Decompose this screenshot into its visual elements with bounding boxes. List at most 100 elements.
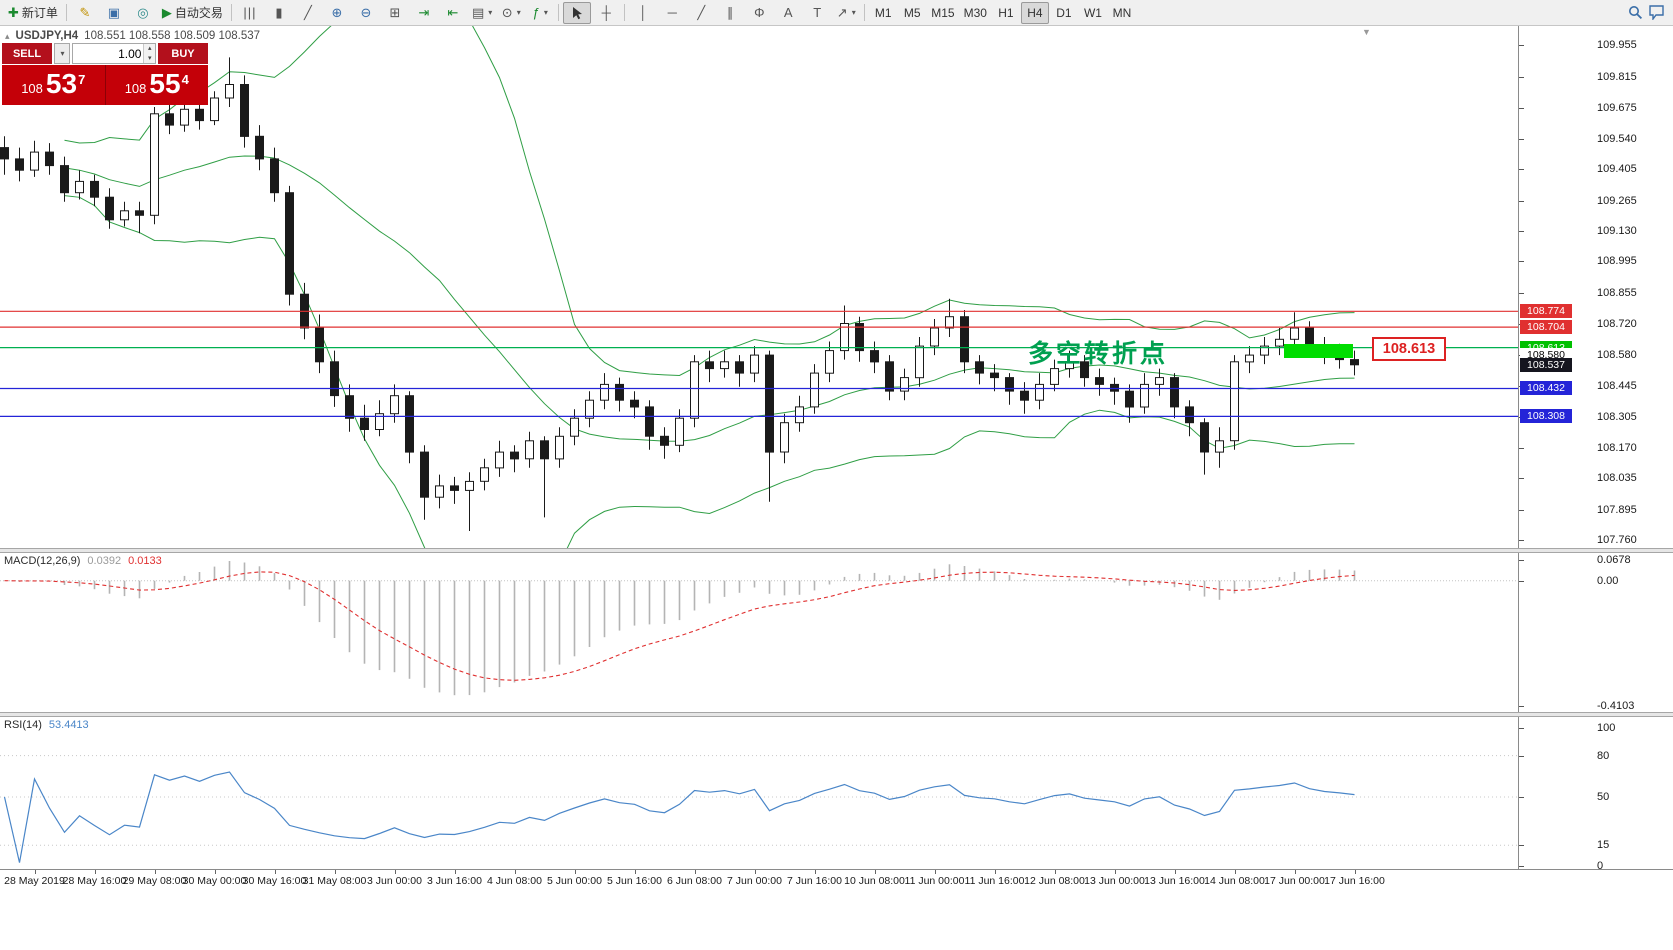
trade-panel-toggle[interactable]: ▴ <box>5 30 10 41</box>
autotrading-button[interactable]: ▶ 自动交易 <box>158 2 227 24</box>
price-axis-tick <box>1519 200 1524 202</box>
time-axis-label: 5 Jun 16:00 <box>607 875 662 887</box>
rsi-axis-label: 80 <box>1597 749 1610 762</box>
price-pane <box>0 26 1518 548</box>
metaeditor-button[interactable]: ✎ <box>71 2 99 24</box>
price-axis-label: 109.405 <box>1597 163 1637 176</box>
time-axis-tick <box>274 870 276 874</box>
rsi-indicator-name: RSI(14) <box>4 719 42 731</box>
indicators-button[interactable]: ƒ ▾ <box>526 2 554 24</box>
bar-chart-mode-button[interactable]: ||| <box>236 2 264 24</box>
periods-button[interactable]: ⊙ ▾ <box>497 2 525 24</box>
indicators-icon: ƒ <box>532 5 540 20</box>
time-axis-label: 29 May 08:00 <box>122 875 187 887</box>
new-chart-button[interactable]: ▤ ▾ <box>468 2 496 24</box>
highlight-rectangle[interactable] <box>1284 343 1353 358</box>
price-axis-tick <box>1519 169 1524 171</box>
rsi-axis-label: 0 <box>1597 860 1604 872</box>
zoom-out-icon: ⊖ <box>360 5 372 20</box>
price-axis-label: 108.580 <box>1597 349 1637 362</box>
cursor-tool-button[interactable] <box>563 1 592 24</box>
tile-windows-button[interactable]: ⊞ <box>381 2 409 24</box>
chart-shift-button[interactable]: ⇤ <box>439 2 467 24</box>
arrows-tool-button[interactable]: ↗ ▾ <box>832 2 860 24</box>
zoom-out-button[interactable]: ⊖ <box>352 2 380 24</box>
fibonacci-tool-button[interactable]: Φ <box>745 2 773 24</box>
time-axis-tick <box>394 870 396 874</box>
terminal-icon: ▣ <box>107 5 121 20</box>
terminal-button[interactable]: ▣ <box>100 2 128 24</box>
timeframe-button-m5[interactable]: M5 <box>903 5 921 20</box>
horizontal-line-tool-button[interactable]: ─ <box>658 2 686 24</box>
time-axis-tick <box>34 870 36 874</box>
macd-axis-tick <box>1519 580 1524 582</box>
vertical-line-tool-button[interactable]: │ <box>629 2 657 24</box>
price-callout-label[interactable]: 108.613 <box>1372 336 1446 361</box>
crosshair-tool-button[interactable]: ┼ <box>592 2 620 24</box>
timeframe-button-h4[interactable]: H4 <box>1020 1 1049 24</box>
volume-increase-button[interactable]: ▴ <box>144 44 155 54</box>
chevron-down-icon: ▾ <box>60 49 65 58</box>
main-toolbar: ✚ 新订单 ✎ ▣ ◎ ▶ 自动交易 ||| ▮ ╱ ⊕ ⊖ ⊞ ⇥ ⇤ ▤ ▾ … <box>0 0 1673 26</box>
search-icon[interactable] <box>1628 5 1643 20</box>
macd-axis-tick <box>1519 560 1524 561</box>
macd-label-row: MACD(12,26,9) 0.0392 0.0133 <box>4 555 162 567</box>
price-tag: 108.704 <box>1520 320 1572 335</box>
macd-indicator-name: MACD(12,26,9) <box>4 555 81 567</box>
text-label-icon: T <box>813 5 822 20</box>
turning-point-annotation[interactable]: 多空转折点 <box>1028 340 1169 368</box>
time-axis[interactable]: 28 May 2019 28 May 16:00 29 May 08:00 30 Ma… <box>0 869 1673 890</box>
text-label-tool-button[interactable]: T <box>803 2 831 24</box>
ask-price-display[interactable]: 108 55 4 <box>105 65 208 105</box>
timeframe-button-m1[interactable]: M1 <box>874 5 892 20</box>
candlestick-mode-button[interactable]: ▮ <box>265 2 293 24</box>
bid-price-display[interactable]: 108 53 7 <box>2 65 106 105</box>
rsi-axis-tick <box>1519 797 1524 798</box>
arrow-icon: ↗ <box>836 5 848 20</box>
chevron-down-icon: ▾ <box>543 8 548 17</box>
timeframe-button-mn[interactable]: MN <box>1112 5 1132 20</box>
time-axis-label: 30 May 16:00 <box>242 875 307 887</box>
timeframe-button-m30[interactable]: M30 <box>963 5 987 20</box>
price-axis-tick <box>1519 45 1524 46</box>
rsi-axis-tick <box>1519 845 1524 847</box>
order-type-dropdown[interactable]: ▾ <box>54 43 70 64</box>
text-tool-button[interactable]: A <box>774 2 802 24</box>
price-tag: 108.432 <box>1520 381 1572 396</box>
volume-decrease-button[interactable]: ▾ <box>144 53 155 63</box>
chat-icon[interactable] <box>1649 5 1665 20</box>
time-axis-label: 3 Jun 16:00 <box>427 875 482 887</box>
strategy-tester-button[interactable]: ◎ <box>129 2 157 24</box>
channel-tool-button[interactable]: ∥ <box>716 2 744 24</box>
price-axis[interactable]: 109.955 109.815 109.675 109.540 109.405 109.2… <box>1518 26 1673 548</box>
trendline-tool-button[interactable]: ╱ <box>687 2 715 24</box>
volume-spinner: ▴ ▾ <box>143 44 155 63</box>
price-axis-label: 108.445 <box>1597 379 1637 392</box>
crosshair-icon: ┼ <box>601 5 611 20</box>
price-axis-label: 108.995 <box>1597 255 1637 268</box>
price-axis-tick <box>1519 138 1524 140</box>
zoom-in-button[interactable]: ⊕ <box>323 2 351 24</box>
macd-axis-label: 0.00 <box>1597 574 1619 587</box>
line-chart-icon: ╱ <box>304 5 312 20</box>
macd-axis-tick <box>1519 706 1524 707</box>
timeframe-button-w1[interactable]: W1 <box>1083 5 1102 20</box>
timeframe-button-d1[interactable]: D1 <box>1056 5 1072 20</box>
ask-price-pip: 4 <box>181 72 189 87</box>
time-axis-tick <box>334 870 336 874</box>
macd-axis[interactable]: 0.0678 0.00 -0.4103 <box>1518 553 1673 712</box>
volume-input[interactable] <box>73 44 144 63</box>
new-order-button[interactable]: ✚ 新订单 <box>4 2 62 24</box>
timeframe-button-m15[interactable]: M15 <box>931 5 955 20</box>
cursor-icon <box>573 6 583 19</box>
line-chart-mode-button[interactable]: ╱ <box>294 2 322 24</box>
buy-button[interactable]: BUY <box>158 43 208 64</box>
pane-divider[interactable] <box>0 712 1673 717</box>
rsi-axis[interactable]: 100 80 50 15 0 <box>1518 717 1673 872</box>
timeframe-button-h1[interactable]: H1 <box>998 5 1014 20</box>
macd-axis-label: 0.0678 <box>1597 554 1631 566</box>
auto-scroll-button[interactable]: ⇥ <box>410 2 438 24</box>
pane-divider[interactable] <box>0 548 1673 553</box>
timeframe-toolbar: M1 M5 M15 M30 H1 H4 D1 W1 MN <box>869 1 1136 24</box>
sell-button[interactable]: SELL <box>2 43 52 64</box>
